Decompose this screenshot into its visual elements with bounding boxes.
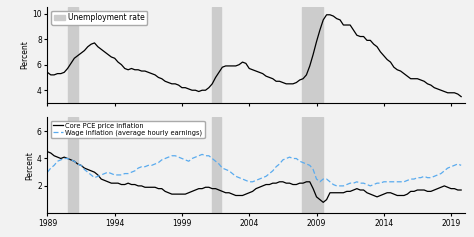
Bar xyxy=(211,7,221,103)
Y-axis label: Percent: Percent xyxy=(25,151,34,180)
Legend: Unemployment rate: Unemployment rate xyxy=(51,11,147,24)
Y-axis label: Percent: Percent xyxy=(20,41,29,69)
Bar xyxy=(68,117,78,213)
Legend: Core PCE price inflation, Wage inflation (average hourly earnings): Core PCE price inflation, Wage inflation… xyxy=(51,121,204,138)
Bar xyxy=(302,117,323,213)
Bar xyxy=(68,7,78,103)
Bar xyxy=(211,117,221,213)
Bar xyxy=(302,7,323,103)
